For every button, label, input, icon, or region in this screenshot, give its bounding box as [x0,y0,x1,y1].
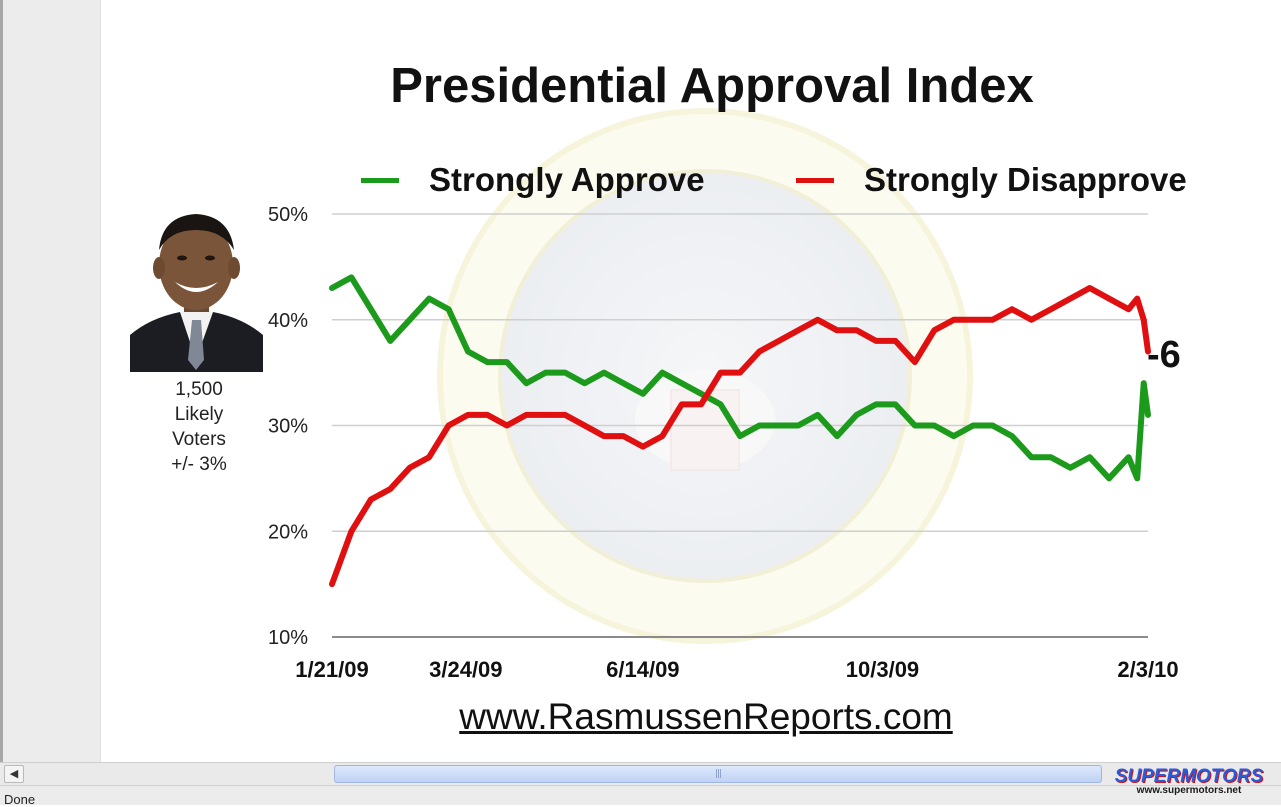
y-tick-label: 20% [268,521,308,543]
y-tick-label: 10% [268,627,308,649]
president-photo [130,210,263,372]
chart-plot: 10% 20% 30% 40% 50% 1/21/09 3/24/09 6/14/09 10/… [268,108,1179,682]
legend-label-approve: Strongly Approve [429,161,705,198]
approval-index-value: -6 [1147,334,1181,376]
scroll-left-arrow-icon[interactable]: ◀ [4,765,24,783]
window-left-border [0,0,3,762]
y-tick-label: 40% [268,310,308,332]
browser-left-margin [0,0,101,762]
x-tick-label: 6/14/09 [606,657,679,682]
sample-voters: Voters [172,429,226,450]
grid-lines [332,213,1148,638]
legend-swatch-red [796,177,834,183]
legend-strongly-approve: Strongly Approve [361,160,705,200]
status-text: Done [4,792,36,807]
y-tick-label: 30% [268,416,308,438]
sample-margin: +/- 3% [171,454,227,475]
x-tick-label: 10/3/09 [846,657,919,682]
grip-icon: ||| [714,769,722,779]
series-line-strongly-disapprove [329,285,1151,588]
legend-swatch-green [361,177,399,183]
horizontal-scrollbar[interactable]: ◀ ||| [0,762,1281,785]
sample-likely: Likely [174,404,224,425]
y-axis-ticks: 10% 20% 30% 40% 50% [268,204,308,649]
x-tick-label: 1/21/09 [295,657,368,682]
sample-info: 1,500 Likely Voters +/- 3% [139,377,259,477]
chart-title: Presidential Approval Index [390,59,1034,113]
presidential-seal-watermark [437,108,973,644]
chart-area: 10% 20% 30% 40% 50% 1/21/09 3/24/09 6/14/09 10/… [101,0,1281,762]
watermark-url: www.supermotors.net [1136,785,1242,796]
site-watermark: SUPERMOTORS www.supermotors.net [1100,766,1278,798]
legend-strongly-disapprove: Strongly Disapprove [796,160,1187,200]
x-tick-label: 3/24/09 [429,657,502,682]
y-tick-label: 50% [268,204,308,226]
series-lines [329,274,1151,588]
scrollbar-thumb[interactable]: ||| [334,765,1102,783]
x-axis-ticks: 1/21/09 3/24/09 6/14/09 10/3/09 2/3/10 [295,657,1178,682]
series-line-strongly-approve [329,274,1151,482]
legend-label-disapprove: Strongly Disapprove [864,161,1187,198]
watermark-brand: SUPERMOTORS [1114,766,1264,787]
sample-size: 1,500 [175,379,223,400]
x-tick-label: 2/3/10 [1117,657,1178,682]
status-bar: Done [0,785,1281,807]
source-link[interactable]: www.RasmussenReports.com [459,696,953,737]
